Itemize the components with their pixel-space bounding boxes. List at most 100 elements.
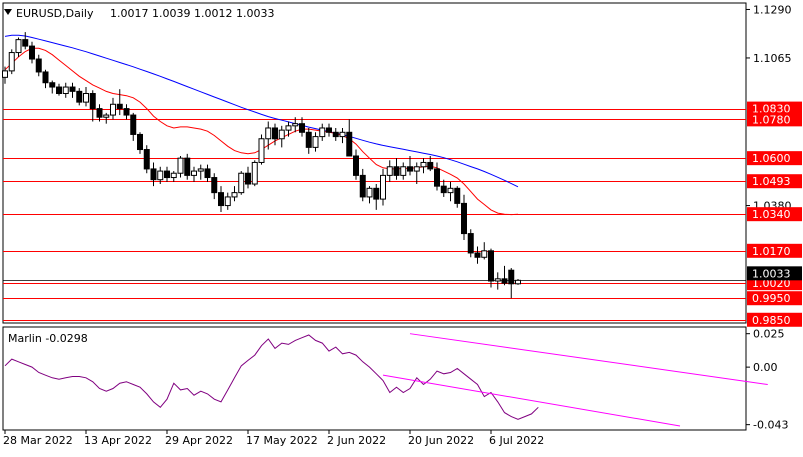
candle-body: [110, 103, 116, 116]
candle-body: [427, 161, 434, 170]
date-tick-label: 2 Jun 2022: [327, 434, 386, 447]
candle-body: [238, 172, 245, 194]
level-label-box: [747, 174, 802, 189]
candles-layer: [2, 32, 521, 299]
candle-body: [494, 278, 501, 282]
candle-body: [474, 252, 481, 258]
candle-body: [35, 58, 42, 73]
level-label-box: [747, 207, 802, 222]
candle-body: [285, 125, 292, 131]
candle-body: [373, 187, 380, 200]
level-label-box: [747, 101, 802, 116]
chart-ohlc: 1.0017 1.0039 1.0012 1.0033: [110, 7, 274, 20]
level-label: 1.0780: [752, 113, 791, 126]
level-label-box: [747, 112, 802, 127]
candle-body: [461, 202, 467, 235]
level-label: 0.9850: [752, 314, 791, 327]
level-label: 1.0493: [752, 175, 791, 188]
level-label: 1.0830: [752, 103, 791, 116]
candle-body: [332, 131, 339, 138]
candle-body: [447, 187, 454, 194]
candle-body: [488, 250, 494, 282]
oscillator-pane-frame: [2, 326, 747, 431]
current-price-label: 1.0033: [752, 267, 791, 280]
candle-body: [413, 166, 420, 172]
candle-body: [272, 127, 278, 140]
candle-body: [501, 278, 508, 284]
candle-body: [218, 192, 224, 207]
candle-body: [2, 70, 8, 78]
candle-body: [326, 127, 332, 133]
candle-body: [245, 172, 251, 185]
osc-tick-label: 0.025: [753, 328, 785, 341]
current-price-box: [747, 266, 802, 281]
candle-body: [224, 196, 231, 207]
candle-body: [515, 279, 521, 285]
level-label: 1.0340: [752, 208, 791, 221]
ma-slow-line: [4, 34, 519, 188]
level-label-box: [747, 151, 802, 166]
candle-body: [42, 71, 49, 84]
candle-body: [123, 108, 130, 116]
candle-body: [150, 168, 157, 181]
candle-body: [454, 187, 461, 204]
candle-body: [22, 39, 29, 47]
candle-body: [346, 131, 353, 157]
levels-layer: [3, 109, 746, 321]
date-tick-label: 20 Jun 2022: [408, 434, 474, 447]
candle-body: [481, 250, 488, 258]
candle-body: [278, 129, 285, 140]
chart-symbol: EURUSD,Daily: [16, 7, 94, 20]
date-tick-label: 29 Apr 2022: [165, 434, 233, 447]
level-label-box: [747, 291, 802, 306]
osc-tick-label: 0.00: [753, 361, 778, 374]
candle-body: [103, 114, 110, 118]
level-label: 1.0600: [752, 152, 791, 165]
candle-body: [56, 86, 62, 95]
candle-body: [89, 93, 96, 110]
candle-body: [197, 168, 204, 172]
candle-body: [393, 166, 400, 176]
level-label: 1.0020: [752, 277, 791, 290]
marlin-line: [4, 334, 539, 420]
candle-body: [440, 185, 447, 194]
candle-body: [116, 103, 123, 110]
candle-body: [49, 82, 56, 88]
level-label: 1.0170: [752, 245, 791, 258]
labels-layer: EURUSD,Daily 1.0017 1.0039 1.0012 1.0033…: [4, 7, 274, 345]
price-pane-frame: [2, 2, 747, 324]
candle-body: [380, 174, 386, 200]
candle-body: [137, 133, 143, 151]
candle-body: [407, 166, 413, 172]
candle-body: [319, 127, 326, 138]
candle-body: [96, 108, 103, 118]
candle-body: [15, 39, 22, 54]
date-tick-label: 28 Mar 2022: [3, 434, 73, 447]
date-tick-label: 17 May 2022: [246, 434, 318, 447]
candle-body: [508, 269, 515, 285]
candle-body: [292, 123, 299, 127]
candle-body: [305, 131, 312, 148]
symbol-dropdown-icon[interactable]: [4, 9, 12, 15]
date-tick-label: 13 Apr 2022: [84, 434, 152, 447]
candle-body: [420, 161, 427, 168]
candle-body: [69, 86, 76, 92]
price-tick-label: 1.1065: [753, 52, 792, 65]
candle-body: [467, 233, 474, 254]
candle-body: [177, 157, 184, 174]
candle-body: [191, 170, 197, 176]
osc-tick-label: -0.043: [753, 419, 788, 432]
candle-body: [143, 149, 150, 170]
candle-body: [353, 155, 359, 176]
candle-body: [164, 170, 170, 179]
candle-body: [434, 168, 440, 187]
date-tick-label: 6 Jul 2022: [489, 434, 544, 447]
candle-body: [211, 177, 218, 194]
candle-body: [400, 166, 407, 176]
candle-body: [29, 45, 35, 60]
candle-body: [62, 86, 69, 95]
level-label-box: [747, 312, 802, 327]
candle-body: [204, 168, 211, 179]
level-label: 0.9950: [752, 292, 791, 305]
